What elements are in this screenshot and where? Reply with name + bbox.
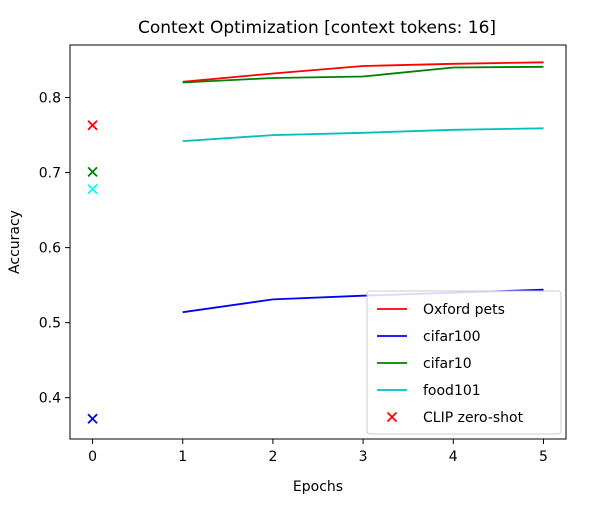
series-line-oxford-pets — [182, 61, 544, 83]
y-tick-label: 0.6 — [39, 241, 61, 257]
plot-area — [69, 44, 567, 440]
legend-label: food101 — [423, 383, 481, 399]
chart-title: Context Optimization [context tokens: 16… — [138, 18, 496, 38]
y-axis: 0.4 0.5 0.6 0.7 0.8 — [39, 91, 70, 407]
zero-shot-marker — [87, 166, 98, 177]
y-tick-label: 0.8 — [39, 91, 61, 107]
series-layer — [182, 61, 544, 314]
zero-shot-markers — [87, 120, 98, 424]
legend-label: Oxford pets — [423, 302, 505, 318]
zero-shot-marker — [87, 120, 98, 131]
x-tick-label: 3 — [359, 449, 368, 465]
series-line-cifar10 — [182, 65, 544, 84]
y-axis-title: Accuracy — [7, 210, 23, 274]
x-tick-label: 0 — [88, 449, 97, 465]
series-line-food101 — [182, 127, 544, 142]
x-tick-label: 2 — [268, 449, 277, 465]
y-tick-label: 0.5 — [39, 316, 61, 332]
legend-label: cifar100 — [423, 329, 481, 345]
x-axis: 0 1 2 3 4 5 — [88, 439, 548, 465]
y-tick-label: 0.7 — [39, 166, 61, 182]
y-tick-label: 0.4 — [39, 391, 61, 407]
legend: Oxford pets cifar100 cifar10 food101 CLIP ze… — [366, 290, 562, 435]
legend-label: CLIP zero-shot — [423, 410, 524, 426]
legend-swatch — [386, 411, 398, 423]
zero-shot-marker — [87, 413, 98, 424]
zero-shot-marker — [87, 183, 98, 195]
legend-frame — [366, 290, 562, 435]
x-tick-label: 1 — [178, 449, 187, 465]
legend-label: cifar10 — [423, 356, 472, 372]
x-axis-title: Epochs — [293, 479, 343, 495]
x-tick-label: 4 — [449, 449, 458, 465]
x-tick-label: 5 — [539, 449, 548, 465]
